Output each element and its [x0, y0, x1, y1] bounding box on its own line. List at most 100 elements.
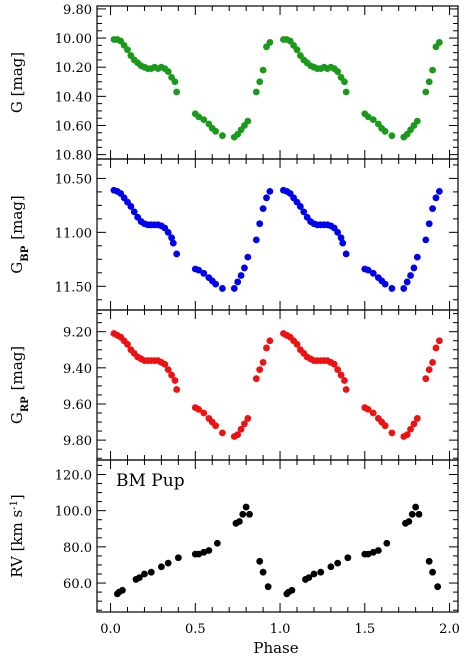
data-point: [263, 344, 270, 352]
x-tick-label: 1.0: [270, 622, 291, 637]
x-tick-label: 0.0: [100, 622, 121, 637]
data-point: [124, 340, 131, 348]
data-point: [171, 78, 179, 86]
data-point: [195, 266, 203, 274]
y-title-unit: [mag]: [8, 346, 26, 390]
data-point: [173, 250, 181, 258]
data-point: [147, 568, 155, 576]
y-title-superscript: -1: [9, 500, 20, 510]
data-point: [266, 39, 274, 46]
data-point: [425, 366, 433, 374]
data-point: [235, 518, 243, 525]
data-point: [205, 547, 213, 554]
data-point: [305, 574, 313, 582]
data-point: [127, 203, 135, 210]
data-point: [164, 228, 172, 236]
data-point: [432, 344, 440, 352]
data-point: [242, 503, 250, 511]
data-point: [234, 278, 242, 286]
data-point: [381, 422, 389, 430]
data-point: [300, 208, 308, 216]
data-point: [334, 366, 342, 374]
panel-rv: 60.0 80.0 100.0 120.0 RV [km s-1]: [8, 459, 459, 613]
data-point: [412, 503, 420, 511]
data-points: [110, 330, 443, 440]
data-point: [158, 563, 165, 571]
data-point: [173, 88, 181, 96]
x-axis-title: Phase: [253, 639, 298, 657]
data-point: [168, 371, 175, 379]
data-point: [310, 570, 318, 578]
data-point: [344, 554, 352, 562]
y-tick-label: 10.50: [55, 172, 92, 187]
x-tick-label: 1.5: [354, 622, 375, 637]
data-point: [130, 208, 138, 216]
y-tick-label: 10.40: [55, 90, 92, 105]
data-point: [425, 220, 433, 228]
data-point: [432, 194, 440, 202]
data-point: [256, 220, 264, 228]
data-point: [422, 375, 430, 383]
y-tick-label: 120.0: [55, 468, 92, 483]
y-tick-label: 9.20: [63, 326, 92, 341]
data-point: [381, 127, 389, 135]
data-point: [339, 239, 347, 247]
y-tick-label: 60.0: [63, 577, 92, 592]
data-point: [413, 415, 421, 422]
data-point: [415, 510, 423, 518]
data-point: [435, 187, 443, 195]
data-point: [334, 228, 342, 236]
data-point: [405, 518, 413, 525]
data-point: [173, 386, 181, 393]
data-point: [341, 377, 348, 384]
data-point: [244, 117, 252, 125]
data-point: [266, 337, 274, 345]
panel-g: 9.80 10.00 10.20 10.40 10.60 10.80 G [mag]: [8, 3, 459, 164]
data-point: [413, 253, 421, 261]
data-point: [425, 78, 433, 86]
data-point: [403, 278, 411, 286]
data-point: [263, 194, 270, 202]
data-point: [388, 285, 396, 292]
data-point: [317, 568, 325, 576]
y-tick-label: 80.0: [63, 541, 92, 556]
y-tick-label: 10.00: [55, 32, 92, 47]
data-point: [212, 280, 220, 288]
y-tick-label: 11.00: [55, 226, 92, 241]
data-point: [252, 375, 260, 383]
star-name-label: BM Pup: [116, 471, 185, 491]
data-point: [256, 366, 264, 374]
data-point: [259, 568, 267, 576]
data-point: [434, 583, 442, 591]
data-point: [195, 113, 203, 121]
data-point: [200, 409, 208, 417]
data-point: [342, 250, 350, 258]
y-tick-label: 11.50: [55, 280, 92, 295]
data-point: [288, 586, 296, 594]
data-point: [364, 405, 372, 413]
data-point: [237, 272, 245, 279]
data-point: [219, 132, 226, 140]
data-point: [296, 203, 304, 210]
data-point: [161, 360, 169, 368]
data-point: [164, 68, 172, 75]
data-point: [164, 559, 172, 567]
data-point: [337, 234, 345, 242]
y-title-tail: ]: [8, 494, 26, 500]
data-point: [124, 46, 131, 54]
data-points: [110, 186, 443, 292]
y-tick-label: 9.80: [63, 434, 92, 449]
data-point: [334, 68, 342, 75]
data-point: [241, 264, 248, 272]
data-point: [342, 386, 350, 393]
data-point: [119, 586, 126, 594]
data-point: [219, 429, 226, 437]
y-tick-label: 10.80: [55, 149, 92, 164]
data-point: [429, 66, 436, 74]
data-point: [174, 554, 182, 562]
data-point: [241, 420, 248, 428]
data-point: [369, 269, 377, 277]
data-point: [435, 39, 443, 46]
